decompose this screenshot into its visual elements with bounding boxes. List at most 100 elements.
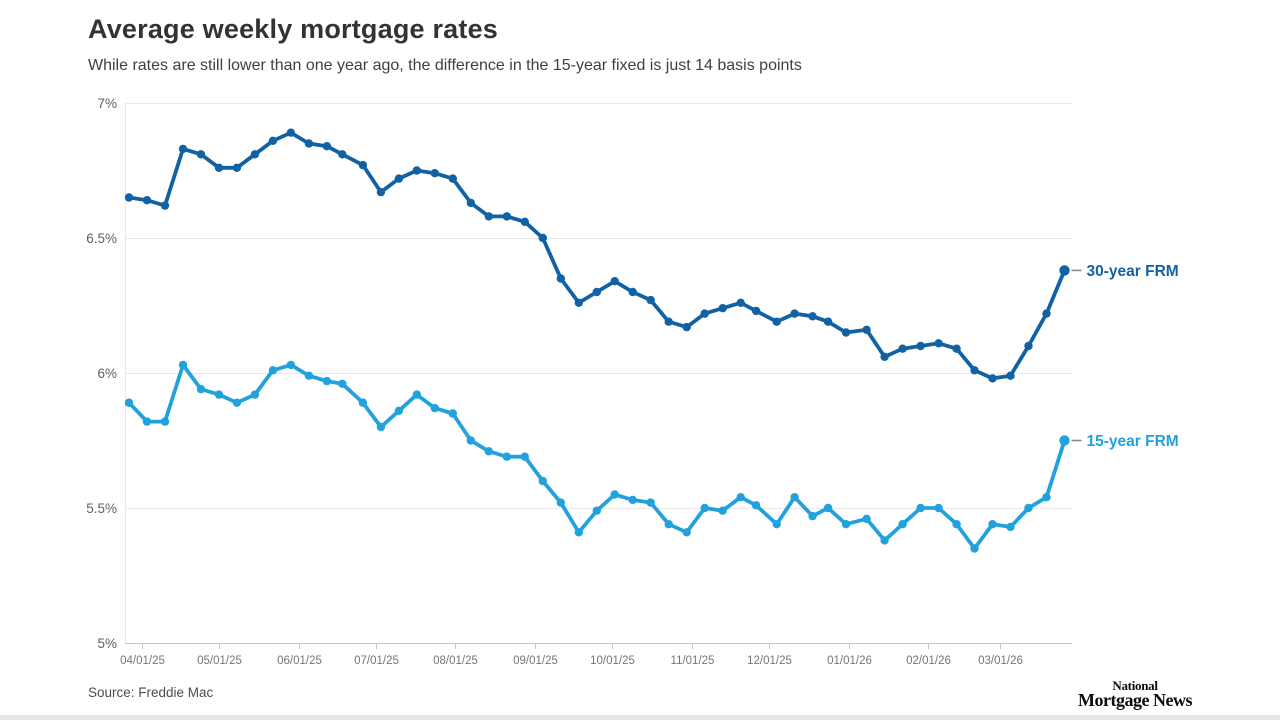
legend-label-15-year-frm: 15-year FRM — [1087, 433, 1179, 450]
x-tick-label: 03/01/26 — [978, 655, 1023, 667]
data-point-15-year-frm — [412, 390, 421, 399]
data-point-15-year-frm — [934, 503, 943, 513]
data-point-30-year-frm — [592, 287, 601, 297]
data-point-30-year-frm — [682, 322, 691, 332]
data-point-30-year-frm — [160, 201, 170, 210]
data-point-30-year-frm — [448, 174, 457, 183]
data-point-30-year-frm — [934, 339, 943, 348]
data-point-30-year-frm — [823, 317, 833, 326]
data-point-15-year-frm — [160, 417, 170, 426]
data-point-30-year-frm — [286, 128, 296, 137]
data-point-15-year-frm — [718, 506, 727, 515]
y-tick-label: 5.5% — [86, 501, 117, 516]
data-point-30-year-frm — [214, 163, 224, 172]
data-point-30-year-frm — [1042, 309, 1051, 318]
data-point-30-year-frm — [610, 277, 619, 286]
data-point-30-year-frm — [970, 366, 979, 375]
data-point-15-year-frm — [124, 398, 134, 407]
data-point-15-year-frm — [700, 503, 709, 513]
data-point-15-year-frm — [268, 366, 278, 375]
x-tick-label: 02/01/26 — [906, 655, 951, 667]
data-point-30-year-frm — [790, 309, 799, 318]
data-point-15-year-frm — [250, 390, 260, 399]
data-point-30-year-frm — [484, 212, 493, 221]
y-tick-label: 7% — [97, 96, 117, 111]
y-tick-label: 5% — [97, 636, 117, 651]
data-point-30-year-frm — [952, 344, 961, 353]
data-point-30-year-frm — [250, 150, 260, 159]
data-point-15-year-frm — [808, 511, 817, 521]
x-tick-label: 04/01/25 — [120, 655, 165, 667]
data-point-30-year-frm — [394, 174, 404, 183]
data-point-15-year-frm — [214, 390, 224, 399]
data-point-30-year-frm — [700, 309, 709, 318]
data-point-15-year-frm — [430, 403, 439, 413]
data-point-15-year-frm — [556, 498, 565, 507]
series-line-30-year-frm — [127, 130, 1067, 381]
data-point-30-year-frm — [862, 325, 871, 334]
data-point-30-year-frm — [880, 352, 889, 361]
x-tick-label: 07/01/25 — [354, 655, 399, 667]
chart-subtitle: While rates are still lower than one yea… — [88, 57, 802, 74]
data-point-30-year-frm — [520, 217, 529, 226]
data-point-30-year-frm — [1006, 371, 1015, 380]
data-point-15-year-frm — [322, 376, 332, 386]
data-point-30-year-frm — [628, 287, 637, 297]
data-point-15-year-frm — [772, 520, 781, 529]
data-point-15-year-frm — [338, 379, 347, 388]
data-point-15-year-frm — [646, 498, 655, 507]
data-point-15-year-frm — [1042, 493, 1051, 502]
data-point-30-year-frm — [338, 150, 347, 159]
data-point-15-year-frm — [628, 495, 637, 505]
data-point-15-year-frm — [823, 503, 833, 513]
data-point-30-year-frm — [916, 341, 925, 351]
x-tick-label: 10/01/25 — [590, 655, 635, 667]
x-tick-label: 08/01/25 — [433, 655, 478, 667]
data-point-30-year-frm — [466, 198, 475, 208]
data-point-15-year-frm — [916, 503, 925, 513]
x-tick-label: 09/01/25 — [513, 655, 558, 667]
data-point-30-year-frm — [376, 187, 386, 197]
data-point-15-year-frm — [232, 398, 242, 407]
data-point-15-year-frm — [394, 406, 404, 415]
data-point-30-year-frm — [502, 212, 511, 221]
data-point-30-year-frm — [751, 306, 761, 316]
data-point-15-year-frm — [376, 422, 386, 432]
data-point-15-year-frm — [1059, 435, 1070, 446]
data-point-30-year-frm — [178, 144, 188, 154]
data-point-15-year-frm — [538, 476, 547, 486]
x-tick-label: 01/01/26 — [827, 655, 872, 667]
data-point-30-year-frm — [808, 312, 817, 321]
data-point-30-year-frm — [358, 160, 368, 170]
data-point-30-year-frm — [232, 163, 242, 172]
data-point-30-year-frm — [430, 169, 439, 178]
data-point-30-year-frm — [304, 139, 314, 148]
data-point-30-year-frm — [841, 328, 851, 337]
logo-line-2: Mortgage News — [1078, 690, 1192, 710]
data-point-15-year-frm — [988, 520, 997, 529]
data-point-30-year-frm — [988, 374, 997, 383]
data-point-15-year-frm — [1024, 503, 1033, 513]
publisher-logo: National Mortgage News — [1078, 679, 1192, 709]
data-point-15-year-frm — [862, 514, 871, 523]
data-point-15-year-frm — [880, 536, 889, 545]
legend-label-30-year-frm: 30-year FRM — [1087, 263, 1179, 280]
data-point-30-year-frm — [574, 298, 583, 307]
data-point-15-year-frm — [664, 520, 673, 529]
data-point-15-year-frm — [520, 452, 529, 461]
data-point-30-year-frm — [898, 344, 907, 353]
data-point-15-year-frm — [196, 385, 206, 394]
y-tick-label: 6.5% — [86, 231, 117, 246]
data-point-15-year-frm — [502, 452, 511, 461]
data-point-30-year-frm — [664, 317, 673, 326]
data-point-30-year-frm — [1024, 341, 1033, 351]
data-point-30-year-frm — [538, 233, 547, 243]
data-point-30-year-frm — [124, 193, 134, 202]
data-point-15-year-frm — [751, 501, 761, 510]
data-point-15-year-frm — [898, 520, 907, 529]
data-point-30-year-frm — [556, 274, 565, 283]
data-point-15-year-frm — [736, 493, 745, 502]
data-point-30-year-frm — [322, 142, 332, 151]
